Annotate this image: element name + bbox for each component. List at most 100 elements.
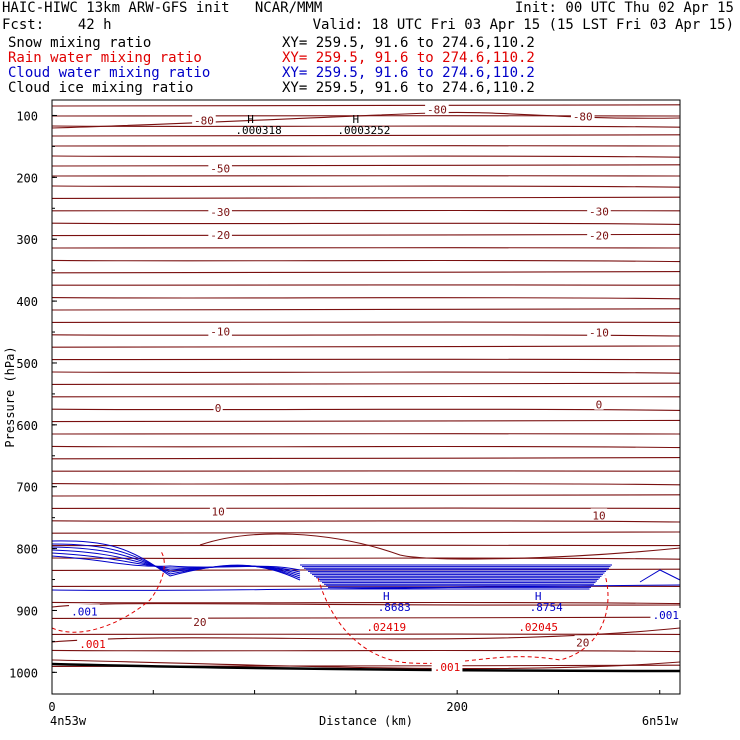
isotherm-line xyxy=(51,601,681,605)
isotherm-line xyxy=(51,164,681,167)
legend-rain-label: Rain water mixing ratio xyxy=(8,50,202,66)
isotherm-label-bg xyxy=(570,109,595,122)
extremum-value: .8683 xyxy=(378,601,411,614)
legend-cloudwater-label: Cloud water mixing ratio xyxy=(8,65,211,81)
rain-label: .001 xyxy=(434,661,461,674)
isotherm-label-bg xyxy=(208,205,232,218)
isotherm-line xyxy=(51,520,681,523)
isotherm-line xyxy=(51,633,681,636)
legend-rain-xy: XY= 259.5, 91.6 to 274.6,110.2 xyxy=(282,50,535,66)
x-tick-label: 0 xyxy=(48,700,55,714)
isotherm-line xyxy=(51,334,681,337)
isotherm-line xyxy=(51,627,681,643)
isotherm-line xyxy=(51,382,681,386)
isotherm-label-bg xyxy=(192,113,216,126)
rain-label-bg xyxy=(431,660,463,673)
cloudwater-contour xyxy=(639,569,681,583)
isotherm-line xyxy=(51,125,681,128)
y-tick-label: 800 xyxy=(16,543,38,557)
isotherm-line xyxy=(51,371,681,374)
isotherm-line xyxy=(51,284,681,287)
x-start-label: 4n53w xyxy=(50,714,87,728)
plot-axes xyxy=(51,99,681,695)
isotherm-line xyxy=(51,433,681,435)
isotherm-line xyxy=(51,297,681,300)
isotherm-label: 10 xyxy=(211,506,224,519)
isotherm-line xyxy=(51,308,681,311)
header-valid: Valid: 18 UTC Fri 03 Apr 15 (15 LST Fri … xyxy=(312,17,734,33)
isotherm-label-bg xyxy=(208,324,232,337)
isotherm-label: -10 xyxy=(589,326,609,339)
y-tick-label: 100 xyxy=(16,109,38,123)
isotherm-line xyxy=(51,649,681,653)
isotherm-line xyxy=(51,222,681,225)
isotherm-line xyxy=(51,358,681,361)
isotherm-line xyxy=(51,345,681,349)
cloudwater-label-bg xyxy=(69,604,100,617)
isotherm-label-bg xyxy=(587,325,611,338)
extremum-mark: H xyxy=(247,113,254,126)
isotherm-label: -50 xyxy=(210,162,230,175)
legend-cloudice-xy: XY= 259.5, 91.6 to 274.6,110.2 xyxy=(282,80,535,96)
terrain-line xyxy=(51,662,681,673)
isotherm-label: -20 xyxy=(589,230,609,243)
isotherm-label-bg xyxy=(574,635,591,648)
extremum-value: .8754 xyxy=(530,601,563,614)
isotherm-line xyxy=(51,507,681,510)
isotherm-label: -80 xyxy=(194,115,214,128)
y-tick-label: 300 xyxy=(16,233,38,247)
extremum-value: .0003252 xyxy=(337,124,390,137)
isotherm-line xyxy=(199,533,681,560)
isotherm-line xyxy=(51,470,681,473)
rain-label-bg xyxy=(77,637,108,650)
cloudwater-contour xyxy=(51,546,301,577)
isotherm-line xyxy=(51,259,681,263)
isotherm-line xyxy=(51,616,681,620)
isotherm-label-bg xyxy=(587,204,611,217)
y-tick-label: 200 xyxy=(16,171,38,185)
cloudwater-contour xyxy=(51,540,301,581)
isotherm-line xyxy=(51,544,681,547)
rain-max-label: .02419 xyxy=(366,621,406,634)
plot-frame xyxy=(51,99,681,695)
isotherm-line xyxy=(51,185,681,188)
isotherm-label: -20 xyxy=(210,229,230,242)
isotherm-line xyxy=(51,321,681,324)
isotherm-label: 0 xyxy=(215,402,222,415)
cloudwater-label: .001 xyxy=(653,609,680,622)
extremum-mark: H xyxy=(353,113,360,126)
isotherm-line xyxy=(51,233,681,237)
extremum-mark: H xyxy=(383,590,390,603)
isotherm-line xyxy=(51,557,681,560)
isotherm-label-bg xyxy=(213,400,223,413)
isotherm-label: -10 xyxy=(210,326,230,339)
y-tick-label: 600 xyxy=(16,419,38,433)
isotherm-line xyxy=(51,175,681,177)
header-forecast: Fcst: 42 h xyxy=(2,17,112,33)
cloudwater-label: .001 xyxy=(71,605,98,618)
isotherm-line xyxy=(51,145,681,147)
extremum-mark: H xyxy=(535,590,542,603)
isotherm-label: -80 xyxy=(427,104,447,117)
x-tick-label: 200 xyxy=(446,700,468,714)
cloudwater-label-bg xyxy=(650,608,682,621)
isotherm-label: 20 xyxy=(193,616,206,629)
extremum-value: .000318 xyxy=(235,124,281,137)
rain-label: .001 xyxy=(79,638,106,651)
isotherm-label-bg xyxy=(587,228,611,241)
isotherm-line xyxy=(51,271,681,274)
isotherm-line xyxy=(51,104,681,107)
legend-snow-label: Snow mixing ratio xyxy=(8,35,152,51)
y-tick-label: 1000 xyxy=(9,666,38,680)
isotherm-label: -30 xyxy=(210,206,230,219)
cloudwater-contour xyxy=(51,584,681,591)
isotherm-label: 0 xyxy=(596,399,603,412)
isotherm-line xyxy=(51,247,681,249)
isotherm-line xyxy=(51,419,681,423)
legend-snow-xy: XY= 259.5, 91.6 to 274.6,110.2 xyxy=(282,35,535,51)
isotherm-line xyxy=(51,603,681,608)
isotherm-line xyxy=(51,395,681,398)
isotherm-label-bg xyxy=(191,614,209,627)
